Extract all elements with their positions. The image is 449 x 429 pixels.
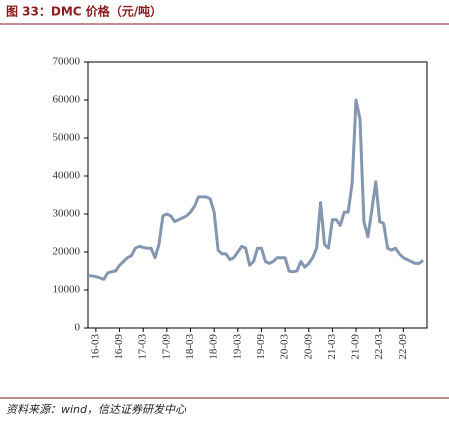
source-note: 资料来源：wind，信达证券研发中心 [6, 403, 187, 416]
price-line [87, 98, 424, 281]
x-tick-label: 20-09 [302, 334, 314, 360]
x-tick-label: 21-09 [350, 334, 362, 360]
x-tick-label: 18-03 [184, 334, 196, 360]
x-tick-label: 16-03 [89, 334, 101, 360]
y-tick-label: 50000 [53, 132, 81, 144]
x-tick-label: 21-03 [326, 334, 338, 360]
x-tick-label: 22-09 [397, 334, 409, 360]
y-tick-label: 0 [75, 322, 81, 334]
y-tick-label: 70000 [53, 56, 81, 68]
x-tick-label: 20-03 [279, 334, 291, 360]
y-tick-label: 40000 [53, 170, 81, 182]
x-tick-label: 22-03 [373, 334, 385, 360]
x-tick-label: 17-03 [137, 334, 149, 360]
x-tick-label: 19-03 [231, 334, 243, 360]
x-tick-label: 17-09 [160, 334, 172, 360]
y-tick-label: 10000 [53, 284, 81, 296]
x-tick-label: 16-09 [113, 334, 125, 360]
x-tick-label: 19-09 [255, 334, 267, 360]
chart-title: 图 33：DMC 价格（元/吨） [6, 4, 162, 19]
y-tick-label: 60000 [53, 94, 81, 106]
y-tick-label: 30000 [53, 208, 81, 220]
x-tick-label: 18-09 [208, 334, 220, 360]
plot-frame [87, 61, 428, 329]
y-tick-label: 20000 [53, 246, 81, 258]
